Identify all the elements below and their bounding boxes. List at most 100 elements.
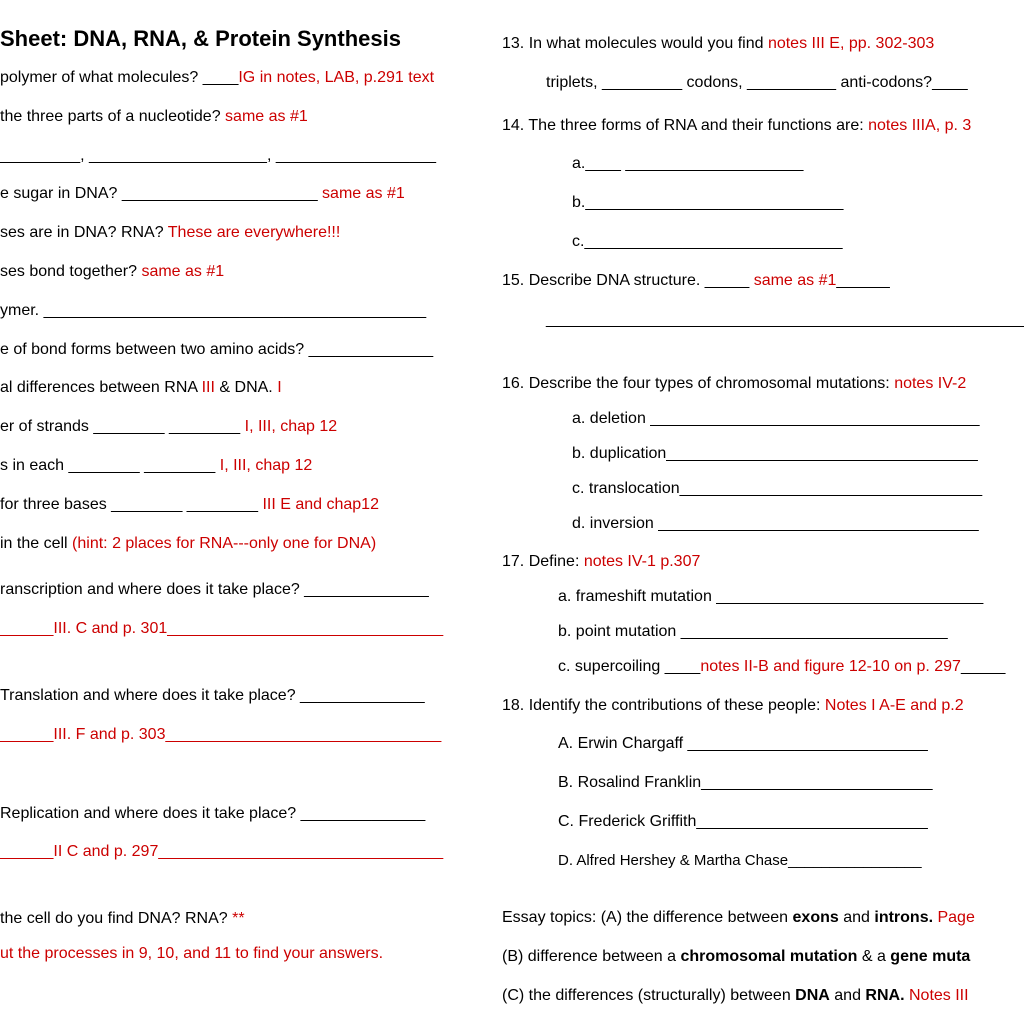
q18-ref: Notes I A-E and p.2 [825, 697, 964, 714]
essayA-2: and [839, 909, 875, 926]
q10-answer: ______III. F and p. 303_________________… [0, 723, 482, 748]
essayC-dna: DNA [795, 987, 830, 1004]
essayA-ref: Page [937, 909, 974, 926]
q8-text: al differences between RNA [0, 379, 202, 396]
row1-text: er of strands ________ ________ [0, 418, 245, 435]
q13-text: 13. In what molecules would you find [502, 35, 768, 52]
q17: 17. Define: notes IV-1 p.307 [502, 550, 1016, 575]
right-column: 13. In what molecules would you find not… [490, 0, 1024, 1024]
q1: polymer of what molecules? ____IG in not… [0, 66, 482, 91]
row2-ref: I, III, chap 12 [220, 457, 313, 474]
q9-answer: ______III. C and p. 301_________________… [0, 617, 482, 642]
q17b: b. point mutation ______________________… [502, 620, 1016, 645]
essayC-rna: RNA. [865, 987, 909, 1004]
q5-text: ses bond together? [0, 263, 141, 280]
q10: Translation and where does it take place… [0, 684, 482, 709]
row4-text: in the cell [0, 535, 72, 552]
q13: 13. In what molecules would you find not… [502, 32, 1016, 57]
q17-ref: notes IV-1 p.307 [584, 553, 701, 570]
q9: ranscription and where does it take plac… [0, 578, 482, 603]
q17c-ref: notes II-B and figure 12-10 on p. 297 [700, 658, 961, 675]
q17-text: 17. Define: [502, 553, 584, 570]
q2: the three parts of a nucleotide? same as… [0, 105, 482, 130]
q15-blank: ________________________________________… [502, 308, 1016, 333]
row2-text: s in each ________ ________ [0, 457, 220, 474]
q13-ref: notes III E, pp. 302-303 [768, 35, 934, 52]
q16b: b. duplication__________________________… [502, 442, 1016, 467]
q13-line2: triplets, _________ codons, __________ a… [502, 71, 1016, 96]
q14-text: 14. The three forms of RNA and their fun… [502, 117, 868, 134]
essayA-1: Essay topics: (A) the difference between [502, 909, 793, 926]
q5-ref: same as #1 [141, 263, 224, 280]
row-strands: er of strands ________ ________ I, III, … [0, 415, 482, 440]
blanks-row: _________, ____________________, _______… [0, 144, 482, 169]
q2-ref: same as #1 [225, 108, 308, 125]
essayB-gene: gene muta [890, 948, 970, 965]
q16: 16. Describe the four types of chromosom… [502, 372, 1016, 397]
q14a: a.____ ____________________ [502, 152, 1016, 177]
q15-text: 15. Describe DNA structure. _____ [502, 272, 754, 289]
q17c: c. supercoiling ____notes II-B and figur… [502, 655, 1016, 680]
q8-ref1: III [202, 379, 215, 396]
q16d: d. inversion ___________________________… [502, 512, 1016, 537]
q18: 18. Identify the contributions of these … [502, 694, 1016, 719]
q15-tail: ______ [836, 272, 889, 289]
essay-B: (B) difference between a chromosomal mut… [502, 945, 1016, 970]
q18D: D. Alfred Hershey & Martha Chase________… [502, 849, 1016, 872]
row-bases: for three bases ________ ________ III E … [0, 493, 482, 518]
q8-ref2: I [277, 379, 281, 396]
q12-hint: ut the processes in 9, 10, and 11 to fin… [0, 942, 482, 967]
essayA-introns: introns. [874, 909, 937, 926]
left-column: Sheet: DNA, RNA, & Protein Synthesis pol… [0, 0, 490, 1024]
q2-text: the three parts of a nucleotide? [0, 108, 225, 125]
q4-text: ses are in DNA? RNA? [0, 224, 168, 241]
q5: ses bond together? same as #1 [0, 260, 482, 285]
q18B: B. Rosalind Franklin____________________… [502, 771, 1016, 796]
q12-text: the cell do you find DNA? RNA? [0, 910, 232, 927]
q7: e of bond forms between two amino acids?… [0, 338, 482, 363]
q3-text: e sugar in DNA? ______________________ [0, 185, 322, 202]
row1-ref: I, III, chap 12 [245, 418, 338, 435]
q11-answer: ______II C and p. 297___________________… [0, 840, 482, 865]
essayB-2: & a [857, 948, 890, 965]
q6: ymer. __________________________________… [0, 299, 482, 324]
q8: al differences between RNA III & DNA. I [0, 376, 482, 401]
essayC-1: (C) the differences (structurally) betwe… [502, 987, 795, 1004]
row3-text: for three bases ________ ________ [0, 496, 262, 513]
q12: the cell do you find DNA? RNA? ** [0, 907, 482, 932]
q11-ref: ______II C and p. 297___________________… [0, 843, 443, 860]
q18C: C. Frederick Griffith___________________… [502, 810, 1016, 835]
essayB-chrom: chromosomal mutation [680, 948, 857, 965]
row3-ref: III E and chap12 [262, 496, 379, 513]
essayA-exons: exons [793, 909, 839, 926]
q4-ref: These are everywhere!!! [168, 224, 341, 241]
worksheet-title: Sheet: DNA, RNA, & Protein Synthesis [0, 26, 482, 52]
q14b: b._____________________________ [502, 191, 1016, 216]
q1-text: polymer of what molecules? ____ [0, 69, 238, 86]
q15: 15. Describe DNA structure. _____ same a… [502, 269, 1016, 294]
q17c-text: c. supercoiling ____ [558, 658, 700, 675]
q15-ref: same as #1 [754, 272, 837, 289]
q3: e sugar in DNA? ______________________ s… [0, 182, 482, 207]
worksheet-page: Sheet: DNA, RNA, & Protein Synthesis pol… [0, 0, 1024, 1024]
q4: ses are in DNA? RNA? These are everywher… [0, 221, 482, 246]
q1-ref: IG in notes, LAB, p.291 text [238, 69, 434, 86]
q14: 14. The three forms of RNA and their fun… [502, 114, 1016, 139]
q9-ref: ______III. C and p. 301_________________… [0, 620, 443, 637]
q14-ref: notes IIIA, p. 3 [868, 117, 971, 134]
row4-hint: (hint: 2 places for RNA---only one for D… [72, 535, 376, 552]
q17c-tail: _____ [961, 658, 1006, 675]
q12-stars: ** [232, 910, 244, 927]
essay-C: (C) the differences (structurally) betwe… [502, 984, 1016, 1009]
row-each: s in each ________ ________ I, III, chap… [0, 454, 482, 479]
q8-text2: & DNA. [215, 379, 277, 396]
q16a: a. deletion ____________________________… [502, 407, 1016, 432]
q16-ref: notes IV-2 [894, 375, 966, 392]
q14c: c._____________________________ [502, 230, 1016, 255]
essayC-ref: Notes III [909, 987, 969, 1004]
row-cell: in the cell (hint: 2 places for RNA---on… [0, 532, 482, 557]
q18-text: 18. Identify the contributions of these … [502, 697, 825, 714]
q16c: c. translocation________________________… [502, 477, 1016, 502]
q11: Replication and where does it take place… [0, 802, 482, 827]
q18A: A. Erwin Chargaff ______________________… [502, 732, 1016, 757]
